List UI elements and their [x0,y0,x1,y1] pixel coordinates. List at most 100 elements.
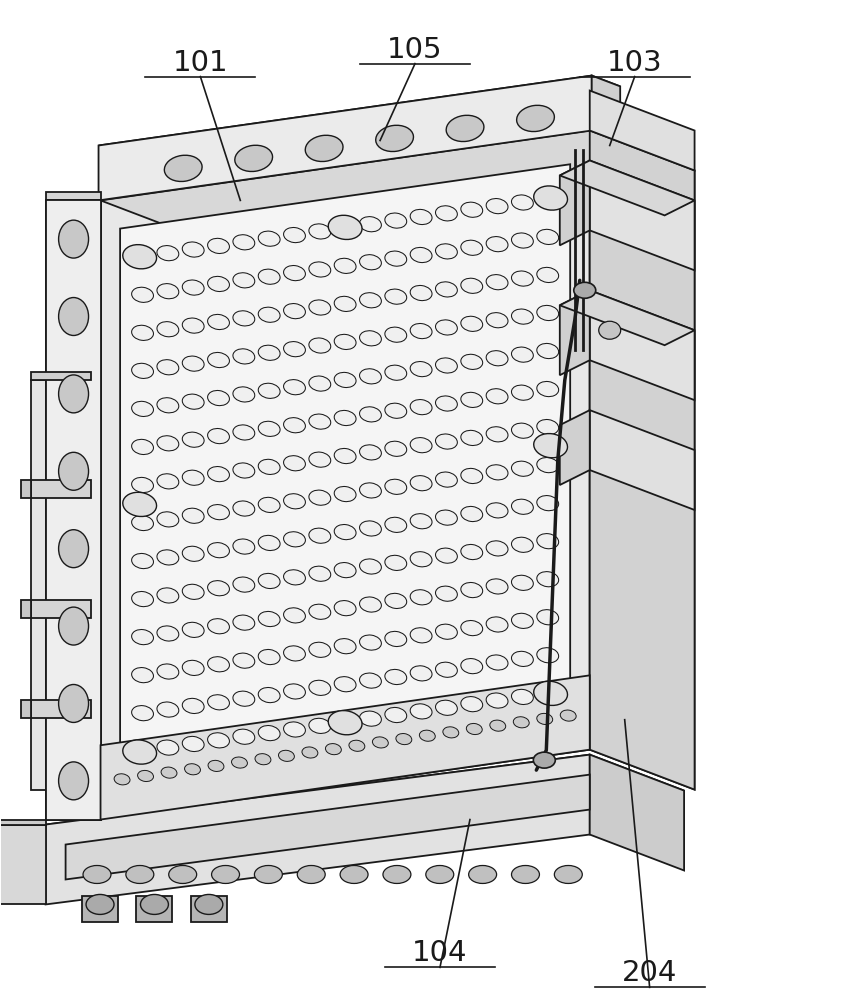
Polygon shape [31,480,90,498]
Ellipse shape [410,666,431,681]
Ellipse shape [536,191,558,206]
Ellipse shape [359,711,381,726]
Ellipse shape [122,245,157,269]
Ellipse shape [232,349,255,364]
Ellipse shape [334,486,356,502]
Ellipse shape [232,757,247,768]
Ellipse shape [157,436,178,451]
Ellipse shape [334,372,356,388]
Ellipse shape [258,383,280,398]
Ellipse shape [140,894,168,914]
Ellipse shape [384,251,406,266]
Ellipse shape [182,356,204,371]
Ellipse shape [211,865,239,883]
Ellipse shape [258,421,280,436]
Ellipse shape [157,322,178,337]
Ellipse shape [511,865,539,883]
Ellipse shape [384,327,406,342]
Ellipse shape [157,740,178,755]
Ellipse shape [258,307,280,322]
Ellipse shape [308,452,331,467]
Ellipse shape [461,544,482,560]
Ellipse shape [334,220,356,235]
Ellipse shape [425,865,453,883]
Ellipse shape [384,441,406,456]
Ellipse shape [486,465,507,480]
Ellipse shape [232,539,255,554]
Ellipse shape [573,282,595,298]
Ellipse shape [359,521,381,536]
Ellipse shape [258,573,280,589]
Ellipse shape [283,418,305,433]
Polygon shape [120,164,569,786]
Ellipse shape [182,280,204,295]
Ellipse shape [122,740,157,764]
Ellipse shape [410,362,431,377]
Polygon shape [65,775,589,879]
Polygon shape [589,91,694,170]
Ellipse shape [461,392,482,407]
Ellipse shape [468,865,496,883]
Ellipse shape [533,434,567,458]
Ellipse shape [182,736,204,752]
Ellipse shape [132,706,153,721]
Ellipse shape [182,242,204,257]
Ellipse shape [208,352,229,368]
Ellipse shape [384,669,406,685]
Ellipse shape [486,351,507,366]
Ellipse shape [308,528,331,543]
Ellipse shape [114,774,130,785]
Ellipse shape [384,707,406,723]
Ellipse shape [511,347,533,362]
Ellipse shape [157,588,178,603]
Ellipse shape [410,514,431,529]
Ellipse shape [254,865,282,883]
Ellipse shape [283,608,305,623]
Ellipse shape [461,659,482,674]
Polygon shape [31,700,90,718]
Ellipse shape [435,624,457,639]
Polygon shape [46,755,684,860]
Ellipse shape [410,476,431,491]
Ellipse shape [372,737,387,748]
Ellipse shape [182,318,204,333]
Ellipse shape [435,282,457,297]
Ellipse shape [161,767,177,778]
Ellipse shape [157,664,178,679]
Ellipse shape [560,710,575,721]
Ellipse shape [384,365,406,380]
Ellipse shape [308,642,331,657]
Ellipse shape [59,607,89,645]
Ellipse shape [489,720,505,731]
Ellipse shape [410,209,431,225]
Ellipse shape [536,419,558,435]
Ellipse shape [283,646,305,661]
Ellipse shape [334,334,356,349]
Ellipse shape [375,125,413,152]
Ellipse shape [461,430,482,446]
Ellipse shape [308,224,331,239]
Ellipse shape [132,477,153,493]
Ellipse shape [305,135,343,162]
Ellipse shape [132,401,153,416]
Ellipse shape [384,555,406,570]
Ellipse shape [511,689,533,704]
Ellipse shape [359,217,381,232]
Ellipse shape [410,323,431,339]
Ellipse shape [536,610,558,625]
Ellipse shape [297,865,325,883]
Ellipse shape [283,227,305,243]
Ellipse shape [359,255,381,270]
Ellipse shape [258,611,280,627]
Ellipse shape [511,271,533,286]
Ellipse shape [132,287,153,302]
Ellipse shape [435,320,457,335]
Ellipse shape [278,750,294,761]
Ellipse shape [59,762,89,800]
Ellipse shape [208,543,229,558]
Polygon shape [559,410,589,485]
Text: 105: 105 [387,36,443,64]
Ellipse shape [122,492,157,516]
Ellipse shape [208,695,229,710]
Ellipse shape [334,601,356,616]
